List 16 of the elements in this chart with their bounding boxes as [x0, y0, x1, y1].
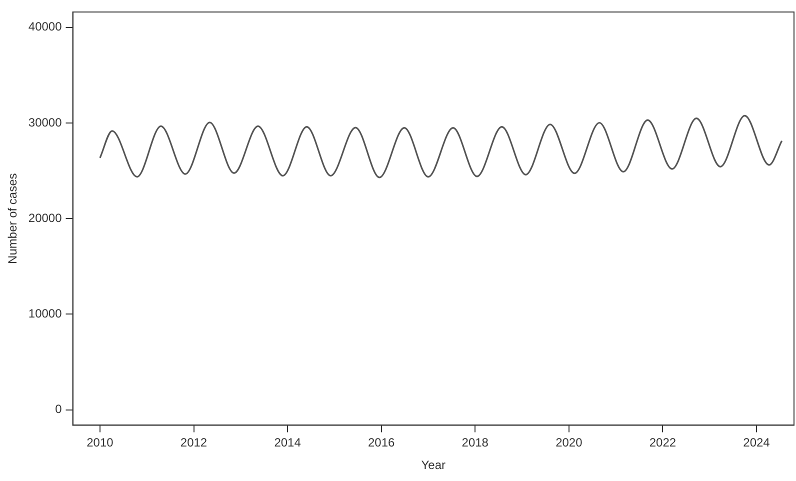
x-tick-label: 2016 [368, 436, 395, 450]
x-tick-label: 2024 [743, 436, 770, 450]
y-tick-label: 30000 [28, 115, 62, 130]
x-tick-label: 2018 [462, 436, 489, 450]
y-tick-label: 20000 [28, 210, 62, 225]
x-tick-label: 2010 [86, 436, 114, 450]
x-tick-label: 2022 [649, 436, 676, 450]
x-tick-label: 2012 [180, 436, 208, 450]
line-series [99, 114, 783, 178]
y-axis-title: Number of cases [6, 173, 20, 264]
y-tick-label: 40000 [28, 20, 62, 34]
x-tick-label: 2014 [274, 436, 302, 450]
x-tick-label: 2020 [556, 436, 583, 450]
y-tick-label: 10000 [28, 306, 62, 321]
x-axis-title: Year [421, 458, 446, 472]
y-tick-label: 0 [55, 402, 62, 416]
